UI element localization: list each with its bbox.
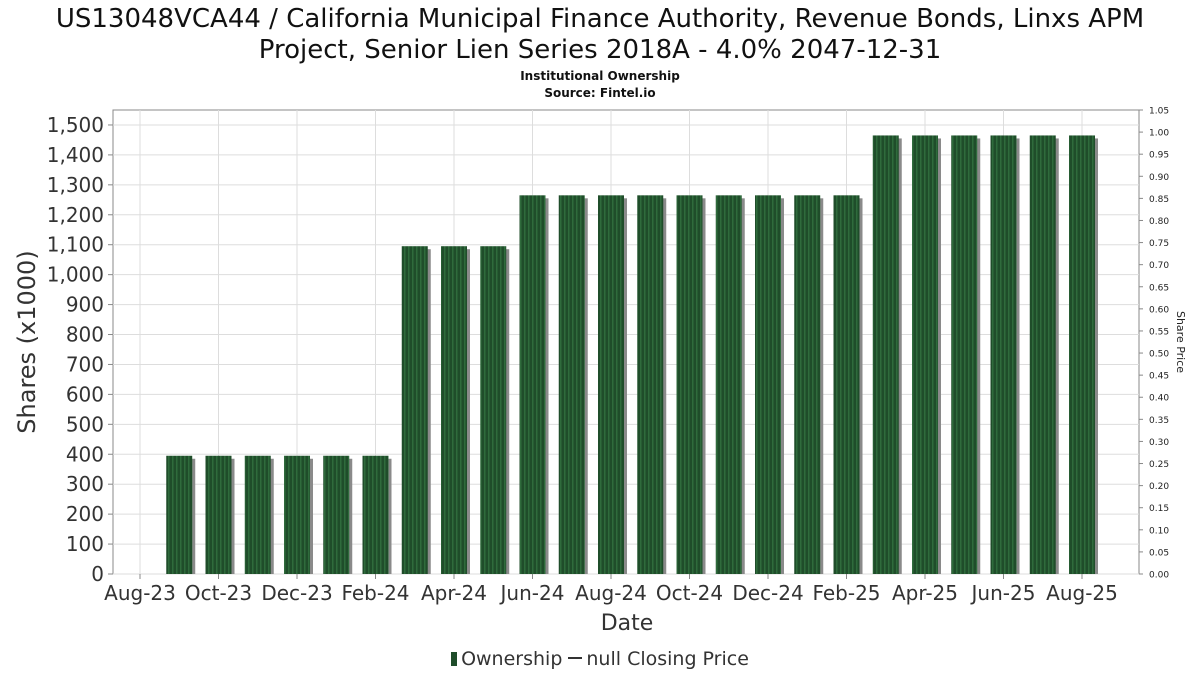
y-tick-label: 1,000: [47, 263, 104, 287]
ownership-bar: [990, 135, 1017, 574]
y2-tick-label: 1.05: [1149, 107, 1169, 117]
ownership-bar: [794, 195, 821, 574]
price-legend-label: null Closing Price: [586, 648, 749, 670]
y-tick-label: 800: [66, 323, 104, 347]
ownership-bar: [872, 135, 899, 574]
bars: [166, 135, 1095, 574]
ownership-bar: [205, 455, 232, 574]
y2-tick-label: 0.50: [1149, 350, 1169, 360]
ownership-bar: [362, 455, 389, 574]
x-tick-label: Dec-24: [732, 581, 803, 605]
legend: Ownership null Closing Price: [0, 648, 1200, 670]
y-axis-label: Shares (x1000): [13, 250, 41, 433]
y2-tick-label: 0.00: [1149, 571, 1169, 581]
ownership-bar: [637, 195, 664, 574]
y2-tick-label: 0.30: [1149, 438, 1169, 448]
x-tick-label: Feb-24: [341, 581, 409, 605]
y2-tick-label: 0.70: [1149, 261, 1169, 271]
ownership-bar: [833, 195, 860, 574]
price-legend-line: [568, 657, 583, 659]
ownership-bar: [284, 455, 310, 574]
y2-tick-label: 0.10: [1149, 526, 1169, 536]
y-tick-label: 1,200: [47, 203, 104, 227]
x-tick-label: Apr-25: [892, 581, 958, 605]
y2-tick-label: 0.55: [1149, 327, 1169, 337]
x-tick-label: Aug-23: [104, 581, 176, 605]
ownership-legend-label: Ownership: [461, 648, 563, 670]
ownership-bar: [1069, 135, 1095, 574]
y2-tick-label: 0.60: [1149, 305, 1169, 315]
x-tick-label: Apr-24: [421, 581, 487, 605]
y-tick-label: 0: [91, 562, 104, 586]
x-tick-label: Oct-23: [185, 581, 252, 605]
x-tick-label: Aug-24: [575, 581, 647, 605]
y-tick-label: 100: [66, 532, 104, 556]
y2-tick-label: 0.90: [1149, 173, 1169, 183]
ownership-bar: [480, 246, 507, 574]
ownership-legend-swatch: [451, 652, 458, 666]
y2-tick-label: 0.20: [1149, 482, 1169, 492]
y2-tick-label: 0.40: [1149, 394, 1169, 404]
ownership-bar: [676, 195, 703, 574]
chart-title-line-2: Project, Senior Lien Series 2018A - 4.0%…: [258, 35, 942, 65]
chart-source: Source: Fintel.io: [544, 86, 656, 100]
y2-tick-label: 0.15: [1149, 504, 1169, 514]
ownership-bar: [323, 455, 350, 574]
ownership-bar: [558, 195, 585, 574]
ownership-bar: [519, 195, 546, 574]
x-tick-label: Oct-24: [656, 581, 723, 605]
y2-tick-label: 0.95: [1149, 151, 1169, 161]
y-tick-label: 1,400: [47, 143, 104, 167]
y2-tick-label: 0.25: [1149, 460, 1169, 470]
x-axis-label: Date: [601, 611, 654, 636]
y2-tick-label: 0.80: [1149, 217, 1169, 227]
y2-tick-label: 0.05: [1149, 548, 1169, 558]
x-tick-label: Dec-23: [261, 581, 332, 605]
x-tick-label: Aug-25: [1046, 581, 1118, 605]
ownership-bar: [244, 455, 271, 574]
ownership-bar: [951, 135, 978, 574]
y-tick-label: 1,100: [47, 233, 104, 257]
x-axis: Aug-23 Oct-23 Dec-23 Feb-24 Apr-24 Jun-24 Aug-…: [104, 574, 1118, 605]
ownership-bar: [441, 246, 467, 574]
y-tick-label: 1,300: [47, 173, 104, 197]
y2-tick-label: 0.45: [1149, 372, 1169, 382]
ownership-bar: [166, 455, 193, 574]
y-tick-label: 500: [66, 412, 104, 436]
x-tick-label: Feb-25: [812, 581, 880, 605]
ownership-bar: [755, 195, 781, 574]
chart-title-line-1: US13048VCA44 / California Municipal Fina…: [55, 4, 1145, 34]
y2-tick-label: 1.00: [1149, 129, 1169, 139]
y2-tick-label: 0.65: [1149, 283, 1169, 293]
x-tick-label: Jun-24: [499, 581, 565, 605]
y-tick-label: 400: [66, 442, 104, 466]
ownership-bar: [912, 135, 938, 574]
y-tick-label: 600: [66, 382, 104, 406]
y-tick-label: 300: [66, 472, 104, 496]
ownership-bar: [715, 195, 742, 574]
chart-subtitle: Institutional Ownership: [520, 69, 680, 83]
y2-tick-label: 0.75: [1149, 239, 1169, 249]
y-tick-label: 700: [66, 352, 104, 376]
y2-axis-label: Share Price: [1174, 311, 1187, 373]
y2-tick-label: 0.85: [1149, 195, 1169, 205]
y-tick-label: 900: [66, 293, 104, 317]
ownership-bar: [1029, 135, 1056, 574]
x-tick-label: Jun-25: [970, 581, 1036, 605]
ownership-bar: [401, 246, 428, 574]
y2-axis: 0.00 0.05 0.10 0.15 0.20 0.25 0.30 0.35 0.40 0.45…: [1139, 107, 1169, 581]
y-tick-label: 1,500: [47, 113, 104, 137]
y-tick-label: 200: [66, 502, 104, 526]
ownership-bar: [598, 195, 624, 574]
y2-tick-label: 0.35: [1149, 416, 1169, 426]
y-axis: 0 100 200 300 400 500 600 700 800 900 1,000 1,100 1,…: [47, 113, 113, 586]
